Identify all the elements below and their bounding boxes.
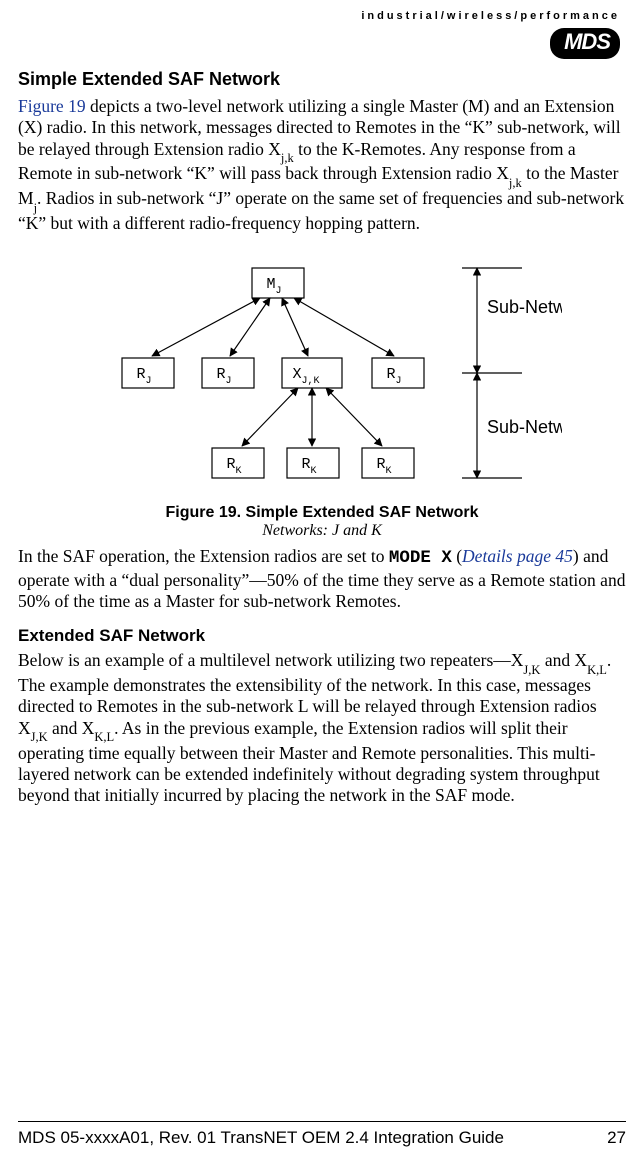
figure-19-caption: Figure 19. Simple Extended SAF Network N… — [18, 504, 626, 540]
node-remote-k-3: RK — [362, 448, 414, 478]
subscript: K,L — [94, 730, 114, 744]
text: and X — [48, 718, 95, 738]
node-remote-j-1: RJ — [122, 358, 174, 388]
section3-title: Extended SAF Network — [18, 626, 626, 646]
footer-rule — [18, 1121, 626, 1122]
text: and X — [540, 650, 587, 670]
text: Below is an example of a multilevel netw… — [18, 650, 523, 670]
mds-logo: MDS — [550, 28, 620, 59]
section3-body: Below is an example of a multilevel netw… — [18, 650, 626, 806]
page-footer: MDS 05-xxxxA01, Rev. 01 TransNET OEM 2.4… — [18, 1121, 626, 1148]
sub-network-k-label: Sub-Network K — [487, 417, 562, 437]
text: In the SAF operation, the Extension radi… — [18, 546, 389, 566]
section2-body: In the SAF operation, the Extension radi… — [18, 546, 626, 612]
node-extension-jk: XJ,K — [282, 358, 342, 388]
text: . Radios in sub-network “J” operate on t… — [18, 188, 624, 233]
figure-19-diagram: Sub-Network J Sub-Network K MJ RJ RJ XJ,… — [18, 258, 626, 498]
figure-caption-sub: Networks: J and K — [262, 522, 382, 539]
node-remote-j-3: RJ — [372, 358, 424, 388]
text: ( — [452, 546, 462, 566]
page: industrial/wireless/performance MDS Simp… — [0, 0, 644, 1172]
network-diagram-svg: Sub-Network J Sub-Network K MJ RJ RJ XJ,… — [82, 258, 562, 498]
figure-ref-link[interactable]: Figure 19 — [18, 96, 86, 116]
details-link[interactable]: Details page 45 — [462, 546, 573, 566]
subscript: j,k — [509, 176, 522, 190]
logo-wrap: MDS — [18, 28, 620, 59]
subscript: J,K — [31, 730, 48, 744]
node-remote-k-2: RK — [287, 448, 339, 478]
mode-x-code: MODE X — [389, 548, 452, 568]
figure-caption-title: Figure 19. Simple Extended SAF Network — [18, 504, 626, 522]
sub-network-j-label: Sub-Network J — [487, 297, 562, 317]
subscript: K,L — [587, 663, 607, 677]
section1-body: Figure 19 depicts a two-level network ut… — [18, 96, 626, 234]
section1-title: Simple Extended SAF Network — [18, 69, 626, 90]
footer-left: MDS 05-xxxxA01, Rev. 01 TransNET OEM 2.4… — [18, 1128, 504, 1148]
node-remote-k-1: RK — [212, 448, 264, 478]
subscript: j,k — [281, 151, 294, 165]
node-remote-j-2: RJ — [202, 358, 254, 388]
subscript: J,K — [523, 663, 540, 677]
footer-page-number: 27 — [607, 1128, 626, 1148]
subscript: j — [34, 201, 37, 215]
node-master-j: MJ — [252, 268, 304, 298]
tagline: industrial/wireless/performance — [18, 10, 620, 22]
